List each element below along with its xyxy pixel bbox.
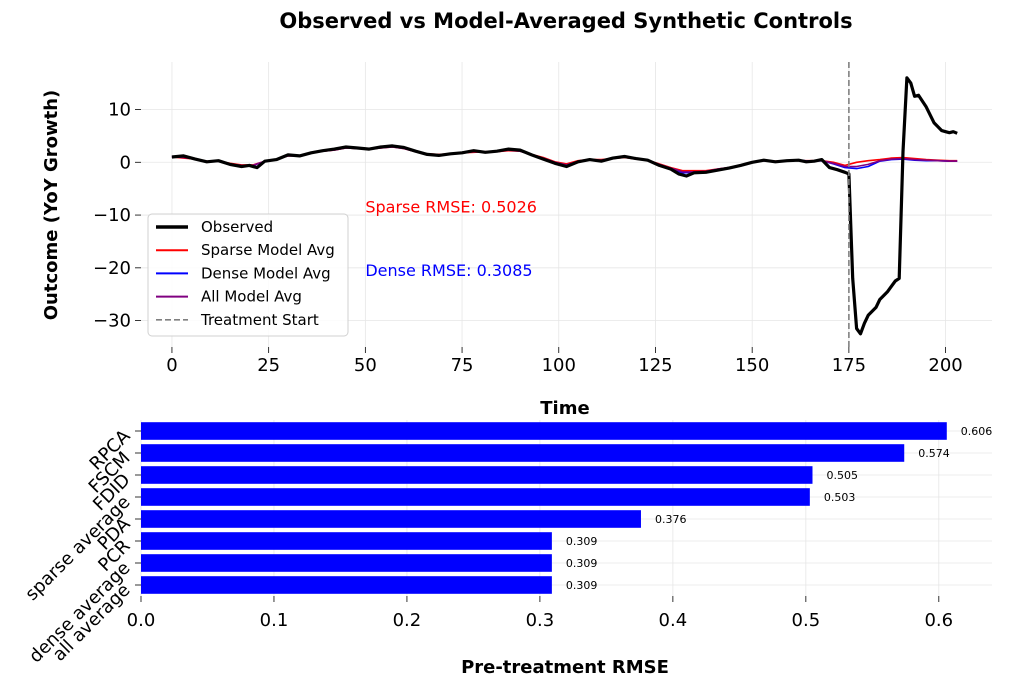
x-tick-label: 100 xyxy=(542,355,576,376)
line-chart-y-axis-label: Outcome (YoY Growth) xyxy=(41,90,62,321)
bar-chart-x-axis: 0.0 0.1 0.2 0.3 0.4 0.5 0.6 xyxy=(127,596,953,631)
y-tick-label: −20 xyxy=(93,258,131,279)
line-chart-x-axis: 0 25 50 75 100 125 150 175 200 xyxy=(166,347,963,376)
y-tick-label: 10 xyxy=(108,100,131,121)
bar-chart-bars: 0.606 0.574 0.505 0.503 0.376 0.309 0.309 0.309 xyxy=(141,422,992,594)
series-line-observed xyxy=(171,76,958,336)
bar-chart-x-axis-label: Pre-treatment RMSE xyxy=(461,657,669,678)
legend-entry-label: Sparse Model Avg xyxy=(201,241,335,259)
bar-rpca xyxy=(141,422,947,440)
legend-box xyxy=(147,213,349,337)
y-tick-label: −10 xyxy=(93,205,131,226)
bar-pcr xyxy=(141,532,552,550)
line-chart-legend: Observed Sparse Model Avg Dense Model Avg A… xyxy=(147,213,349,337)
bar-value-label: 0.574 xyxy=(918,447,950,460)
bar-dense-average xyxy=(141,554,552,572)
bar-value-label: 0.376 xyxy=(655,513,687,526)
bar-chart-panel: 0.606 0.574 0.505 0.503 0.376 0.309 0.309 0.309… xyxy=(21,420,992,678)
bar-pda xyxy=(141,510,641,528)
x-tick-label: 0.6 xyxy=(924,610,953,631)
legend-entry-label: Dense Model Avg xyxy=(201,264,331,282)
x-tick-label: 0.4 xyxy=(659,610,688,631)
x-tick-label: 200 xyxy=(928,355,962,376)
y-tick-label: −30 xyxy=(93,311,131,332)
line-chart-series-group xyxy=(171,62,958,347)
legend-entry-label: Treatment Start xyxy=(200,311,319,329)
bar-value-label: 0.309 xyxy=(566,557,598,570)
x-tick-label: 25 xyxy=(257,355,280,376)
bar-value-label: 0.309 xyxy=(566,535,598,548)
x-tick-label: 0.3 xyxy=(526,610,555,631)
x-tick-label: 175 xyxy=(832,355,866,376)
legend-entry-label: All Model Avg xyxy=(201,288,302,306)
x-tick-label: 0.2 xyxy=(393,610,422,631)
x-tick-label: 0.5 xyxy=(792,610,821,631)
x-tick-label: 75 xyxy=(451,355,474,376)
series-line-all-model-avg xyxy=(171,146,958,173)
bar-value-label: 0.606 xyxy=(961,425,993,438)
figure-title: Observed vs Model-Averaged Synthetic Con… xyxy=(279,9,852,33)
x-tick-label: 125 xyxy=(638,355,672,376)
y-tick-label: 0 xyxy=(120,152,131,173)
x-tick-label: 0.1 xyxy=(260,610,289,631)
bar-value-label: 0.505 xyxy=(826,469,858,482)
line-chart-annotations: Sparse RMSE: 0.5026 Dense RMSE: 0.3085 xyxy=(365,197,537,279)
dense-rmse-annotation: Dense RMSE: 0.3085 xyxy=(365,261,532,280)
x-tick-label: 150 xyxy=(735,355,769,376)
legend-entry-label: Observed xyxy=(201,218,273,236)
line-chart-y-axis: 10 0 −10 −20 −30 xyxy=(93,100,141,332)
sparse-rmse-annotation: Sparse RMSE: 0.5026 xyxy=(365,197,537,216)
bar-fscm xyxy=(141,444,905,462)
x-tick-label: 50 xyxy=(354,355,377,376)
line-chart-panel: 100−10−20−30 0 25 50 75 100 125 150 175 200 Spar… xyxy=(41,62,992,419)
bar-value-label: 0.309 xyxy=(566,579,598,592)
bar-value-label: 0.503 xyxy=(824,491,856,504)
bar-fdid xyxy=(141,466,813,484)
x-tick-label: 0 xyxy=(166,355,177,376)
line-chart-x-axis-label: Time xyxy=(540,398,589,419)
bar-all-average xyxy=(141,576,552,594)
x-tick-label: 0.0 xyxy=(127,610,156,631)
bar-sparse-average xyxy=(141,488,810,506)
